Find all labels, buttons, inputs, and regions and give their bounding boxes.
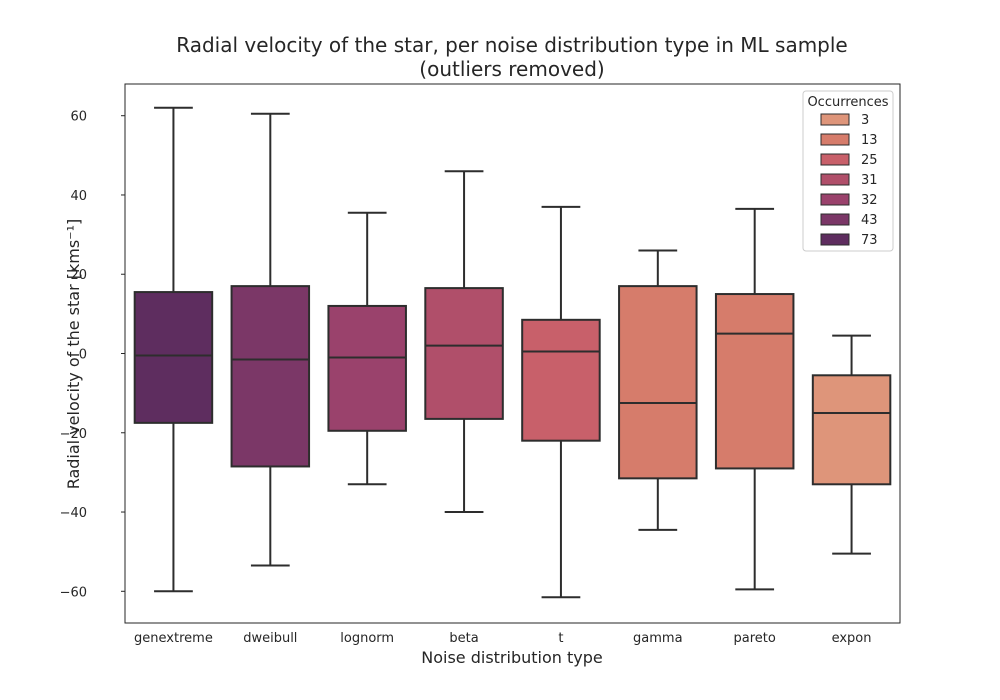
y-tick-label: −60 [60, 585, 87, 600]
box-iqr [230, 285, 311, 468]
x-axis-label: Noise distribution type [421, 648, 602, 667]
x-tick-label: genextreme [134, 631, 213, 646]
x-tick-label: beta [449, 631, 478, 646]
box-group-lognorm: lognorm [327, 211, 407, 646]
x-tick-label: dweibull [243, 631, 297, 646]
box-iqr [424, 287, 504, 420]
legend-swatch [820, 233, 850, 246]
chart-title: Radial velocity of the star, per noise d… [176, 33, 847, 57]
x-tick-label: t [558, 631, 563, 646]
box-iqr [133, 291, 214, 424]
box-group-dweibull: dweibull [230, 112, 311, 646]
legend-label: 43 [861, 213, 878, 228]
x-tick-label: gamma [633, 631, 683, 646]
plot-frame [124, 83, 901, 624]
box-group-t: t [521, 205, 601, 646]
box-iqr [327, 304, 407, 432]
x-tick-label: pareto [734, 631, 776, 646]
legend-swatch [820, 193, 850, 206]
legend-swatch [820, 153, 850, 166]
legend-label: 32 [861, 193, 878, 208]
legend-label: 25 [861, 153, 878, 168]
legend-swatch [820, 213, 850, 226]
box-group-beta: beta [424, 170, 504, 646]
box-group-genextreme: genextreme [133, 106, 214, 646]
legend-label: 73 [861, 233, 878, 248]
legend-frame [802, 90, 894, 252]
box-iqr [811, 374, 892, 486]
box-group-expon: expon [811, 334, 892, 646]
legend-label: 31 [861, 173, 878, 188]
box-iqr [714, 293, 795, 470]
box-group-gamma: gamma [618, 249, 698, 646]
legend-swatch [820, 113, 850, 126]
x-tick-label: expon [832, 631, 872, 646]
y-tick-label: 0 [79, 348, 87, 363]
y-tick-label: 20 [70, 268, 87, 283]
legend-label: 13 [861, 133, 878, 148]
legend-label: 3 [861, 113, 869, 128]
box-iqr [521, 318, 601, 442]
legend-swatch [820, 173, 850, 186]
legend: Occurrences 3 13 25 31 32 43 73 [802, 90, 894, 252]
x-tick-label: lognorm [340, 631, 394, 646]
box-group-pareto: pareto [714, 207, 795, 646]
box-iqr [618, 285, 698, 480]
chart-subtitle: (outliers removed) [419, 57, 604, 81]
y-tick-label: 60 [70, 110, 87, 125]
y-tick-label: −20 [60, 427, 87, 442]
y-tick-label: 40 [70, 189, 87, 204]
legend-swatch [820, 133, 850, 146]
legend-title: Occurrences [807, 95, 888, 110]
y-tick-label: −40 [60, 506, 87, 521]
y-axis-label: Radial velocity of the star [kms⁻¹] [64, 219, 83, 490]
